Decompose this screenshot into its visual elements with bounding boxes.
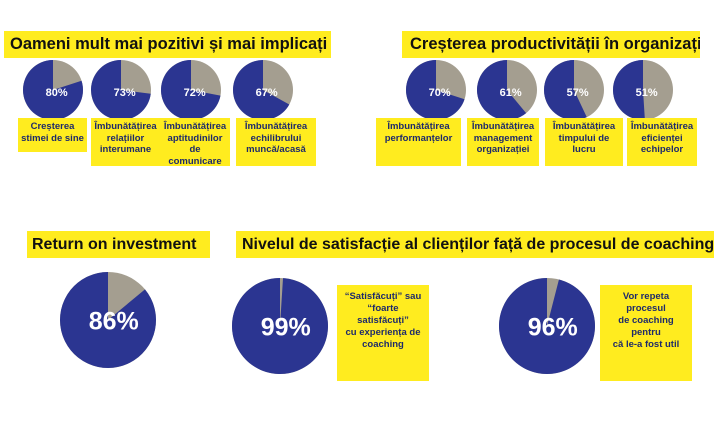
pie-slice-value bbox=[22, 60, 83, 120]
pie-self-esteem: 80% bbox=[22, 60, 83, 120]
label-line: Îmbunătățirea bbox=[630, 121, 694, 132]
label-line: Îmbunătățirea bbox=[387, 121, 450, 132]
label-line: echipelor bbox=[640, 144, 684, 155]
section-title-roi: Return on investment bbox=[27, 231, 210, 258]
pie-value-label: 86% bbox=[89, 308, 139, 336]
pie-slice-value bbox=[406, 60, 465, 120]
section-title-satisfaction: Nivelul de satisfacție al clienților faț… bbox=[236, 231, 714, 258]
pie-satisfied: 99% bbox=[232, 278, 328, 374]
pie-value-label: 72% bbox=[184, 87, 206, 99]
pie-work-time: 57% bbox=[544, 60, 604, 120]
label-org-management: Îmbunătățirea management organizației bbox=[467, 118, 539, 166]
label-line: “Satisfăcuți” sau bbox=[344, 291, 422, 302]
label-relationships: Îmbunătățirea relațiilor interumane bbox=[91, 118, 160, 166]
pie-slice-value bbox=[233, 60, 290, 120]
pie-value-label: 73% bbox=[114, 87, 136, 99]
pie-value-label: 99% bbox=[261, 314, 311, 342]
label-line: eficienței bbox=[641, 132, 683, 144]
label-line: echilibrului bbox=[250, 132, 302, 144]
pie-value-label: 70% bbox=[429, 87, 451, 99]
pie-relationships: 73% bbox=[91, 60, 151, 120]
note-satisfied: “Satisfăcuți” sau “foarte satisfăcuți” cu … bbox=[337, 285, 429, 381]
label-line: Îmbunătățirea bbox=[244, 121, 308, 132]
pie-slice-value bbox=[60, 272, 157, 368]
label-line: Îmbunătățirea bbox=[471, 121, 535, 132]
label-performance: Îmbunătățirea performanțelor bbox=[376, 118, 461, 166]
pie-value-label: 67% bbox=[256, 87, 278, 99]
label-line: Vor repeta procesul bbox=[622, 291, 670, 314]
pie-communication: 72% bbox=[161, 60, 221, 120]
pie-work-life-balance: 67% bbox=[233, 60, 293, 120]
label-line: Îmbunătățirea bbox=[163, 121, 227, 132]
label-work-time: Îmbunătățirea timpului de lucru bbox=[545, 118, 623, 166]
label-line: de coaching pentru bbox=[618, 315, 674, 338]
label-line: organizației bbox=[476, 144, 530, 155]
pie-slice-value bbox=[499, 278, 595, 374]
label-self-esteem: Creșterea stimei de sine bbox=[18, 118, 87, 152]
pie-slice-value bbox=[91, 60, 151, 120]
pie-value-label: 96% bbox=[528, 314, 578, 342]
pie-roi: 86% bbox=[60, 272, 157, 368]
note-repeat-coaching: Vor repeta procesul de coaching pentru că … bbox=[600, 285, 692, 381]
label-communication: Îmbunătățirea aptitudinilor de comunicare bbox=[160, 118, 230, 166]
section-title-positive: Oameni mult mai pozitivi și mai implicaț… bbox=[4, 31, 331, 58]
label-line: muncă/acasă bbox=[246, 144, 306, 155]
pie-value-label: 80% bbox=[46, 87, 68, 99]
label-line: aptitudinilor bbox=[167, 132, 223, 144]
label-line: Creșterea bbox=[30, 121, 75, 132]
pie-value-label: 57% bbox=[567, 87, 589, 99]
label-work-life-balance: Îmbunătățirea echilibrului muncă/acasă bbox=[236, 118, 316, 166]
pie-performance: 70% bbox=[406, 60, 466, 120]
label-team-efficiency: Îmbunătățirea eficienței echipelor bbox=[627, 118, 697, 166]
label-line: performanțelor bbox=[384, 132, 453, 144]
label-line: cu experiența de bbox=[345, 327, 421, 338]
pie-slice-value bbox=[232, 278, 328, 374]
pie-value-label: 61% bbox=[500, 87, 522, 99]
label-line: stimei de sine bbox=[21, 132, 84, 144]
pie-team-efficiency: 51% bbox=[613, 60, 673, 120]
pie-value-label: 51% bbox=[636, 87, 658, 99]
label-line: Îmbunătățirea bbox=[94, 121, 157, 132]
pie-slice-value bbox=[477, 60, 527, 120]
section-title-productivity: Creșterea productivității în organizații bbox=[402, 31, 700, 58]
pie-repeat-coaching: 96% bbox=[499, 278, 595, 374]
pie-org-management: 61% bbox=[477, 60, 537, 120]
pie-slice-value bbox=[613, 60, 645, 120]
label-line: Îmbunătățirea bbox=[552, 121, 616, 132]
pie-slice-value bbox=[544, 60, 587, 120]
pie-slice-value bbox=[161, 60, 221, 120]
label-line: relațiilor bbox=[106, 132, 145, 144]
label-line: lucru bbox=[572, 144, 596, 155]
label-line: coaching bbox=[362, 339, 404, 350]
label-line: “foarte satisfăcuți” bbox=[357, 303, 409, 326]
label-line: că le-a fost util bbox=[612, 339, 680, 350]
label-line: interumane bbox=[99, 144, 152, 155]
label-line: timpului de bbox=[558, 132, 610, 144]
label-line: management bbox=[473, 132, 533, 144]
label-line: de comunicare bbox=[168, 144, 222, 166]
